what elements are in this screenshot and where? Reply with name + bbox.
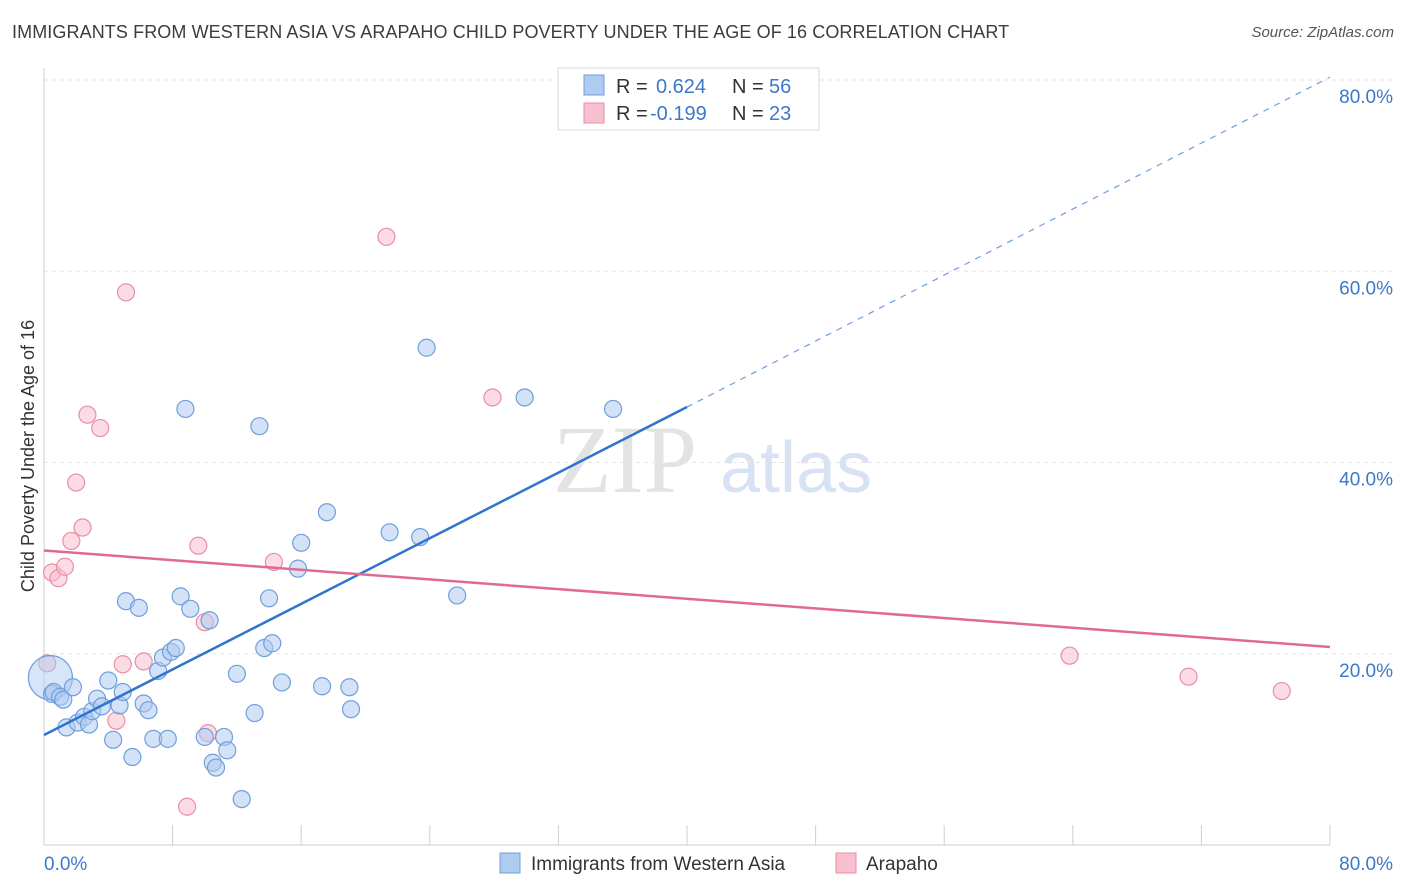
western-asia-point-38 bbox=[232, 789, 251, 809]
legend-r-label-2: R = bbox=[616, 103, 648, 125]
bottom-legend-swatch-pink bbox=[835, 852, 857, 874]
arapaho-point-13 bbox=[177, 797, 197, 816]
legend-swatch-blue bbox=[583, 74, 605, 96]
arapaho-point-7 bbox=[78, 405, 97, 424]
western-asia-point-51 bbox=[380, 523, 399, 542]
x-tick-label-max: 80.0% bbox=[1339, 854, 1393, 875]
arapaho-point-8 bbox=[91, 418, 110, 438]
western-asia-point-50 bbox=[341, 700, 361, 719]
legend-n-label-1: N = bbox=[732, 76, 764, 98]
watermark: ZIP atlas bbox=[553, 406, 872, 513]
arapaho-point-18 bbox=[377, 227, 396, 246]
arapaho-point-4 bbox=[62, 531, 81, 551]
western-asia-point-43 bbox=[263, 634, 282, 653]
legend-r-value-2: -0.199 bbox=[650, 103, 707, 125]
arapaho-point-6 bbox=[73, 518, 92, 537]
legend: R = 0.624 N = 56 R = -0.199 N = 23 bbox=[557, 67, 820, 131]
x-ticks bbox=[172, 825, 1331, 845]
western-asia-point-32 bbox=[200, 611, 219, 630]
y-axis-title: Child Poverty Under the Age of 16 bbox=[18, 320, 38, 592]
arapaho-point-12 bbox=[134, 652, 153, 671]
x-tick-label-min: 0.0% bbox=[44, 854, 87, 875]
western-asia-point-36 bbox=[218, 741, 237, 760]
western-asia-point-14 bbox=[104, 730, 123, 749]
legend-r-label-1: R = bbox=[616, 76, 648, 98]
western-asia-point-48 bbox=[317, 503, 337, 522]
arapaho-point-11 bbox=[116, 283, 136, 302]
legend-n-value-1: 56 bbox=[769, 76, 791, 98]
legend-n-label-2: N = bbox=[732, 103, 764, 125]
western-asia-point-28 bbox=[171, 587, 190, 606]
arapaho-point-14 bbox=[189, 536, 208, 555]
western-asia-point-30 bbox=[181, 599, 200, 618]
arapaho-points bbox=[38, 227, 1291, 816]
western-asia-point-46 bbox=[292, 533, 311, 552]
arapaho-point-20 bbox=[1060, 646, 1079, 665]
arapaho-trendline bbox=[43, 549, 1331, 649]
y-tick-label-60: 60.0% bbox=[1339, 278, 1393, 299]
legend-r-value-1: 0.624 bbox=[656, 76, 706, 98]
arapaho-point-3 bbox=[55, 557, 74, 576]
chart-title: IMMIGRANTS FROM WESTERN ASIA VS ARAPAHO … bbox=[12, 22, 1010, 42]
y-tick-label-80: 80.0% bbox=[1339, 87, 1393, 108]
western-asia-point-47 bbox=[312, 677, 332, 696]
western-asia-point-49 bbox=[340, 678, 359, 697]
western-asia-point-19 bbox=[129, 598, 148, 617]
western-asia-point-44 bbox=[272, 673, 292, 692]
legend-swatch-pink bbox=[583, 102, 605, 124]
bottom-legend: Immigrants from Western Asia Arapaho bbox=[499, 852, 938, 875]
bottom-legend-label-pink: Arapaho bbox=[866, 854, 938, 875]
western-asia-point-37 bbox=[227, 664, 246, 683]
western-asia-point-53 bbox=[417, 338, 436, 357]
western-asia-point-39 bbox=[245, 703, 264, 723]
y-tick-label-20: 20.0% bbox=[1339, 661, 1393, 682]
western-asia-point-13 bbox=[99, 671, 118, 690]
western-asia-point-18 bbox=[123, 747, 142, 767]
western-asia-points bbox=[27, 338, 623, 809]
western-asia-point-55 bbox=[515, 388, 534, 407]
western-asia-point-56 bbox=[603, 399, 623, 419]
western-asia-point-25 bbox=[158, 729, 177, 748]
western-asia-point-6 bbox=[63, 678, 83, 697]
grid bbox=[44, 79, 1393, 655]
western-asia-point-27 bbox=[166, 638, 185, 658]
western-asia-point-31 bbox=[195, 727, 214, 747]
western-asia-point-29 bbox=[176, 399, 195, 419]
bottom-legend-swatch-blue bbox=[499, 852, 521, 874]
arapaho-point-5 bbox=[67, 473, 86, 492]
y-tick-labels: 20.0% 40.0% 60.0% 80.0% bbox=[1339, 87, 1393, 682]
arapaho-point-21 bbox=[1179, 667, 1198, 686]
western-asia-point-42 bbox=[259, 589, 279, 608]
chart-source: Source: ZipAtlas.com bbox=[1251, 24, 1394, 41]
watermark-zip: ZIP bbox=[553, 406, 697, 513]
bottom-legend-label-blue: Immigrants from Western Asia bbox=[531, 854, 786, 875]
western-asia-point-40 bbox=[250, 417, 269, 436]
western-asia-point-21 bbox=[139, 701, 158, 720]
western-asia-trendline bbox=[43, 405, 688, 737]
watermark-atlas: atlas bbox=[720, 428, 872, 508]
trendlines bbox=[43, 76, 1331, 737]
arapaho-point-19 bbox=[483, 388, 502, 407]
y-tick-label-40: 40.0% bbox=[1339, 470, 1393, 491]
western-asia-trendline-extension bbox=[686, 76, 1331, 408]
western-asia-point-4 bbox=[54, 690, 73, 709]
arapaho-point-22 bbox=[1272, 681, 1291, 701]
arapaho-point-10 bbox=[113, 655, 132, 674]
legend-n-value-2: 23 bbox=[769, 103, 791, 125]
western-asia-point-54 bbox=[448, 586, 467, 605]
arapaho-point-9 bbox=[107, 711, 126, 730]
western-asia-point-34 bbox=[206, 758, 226, 777]
